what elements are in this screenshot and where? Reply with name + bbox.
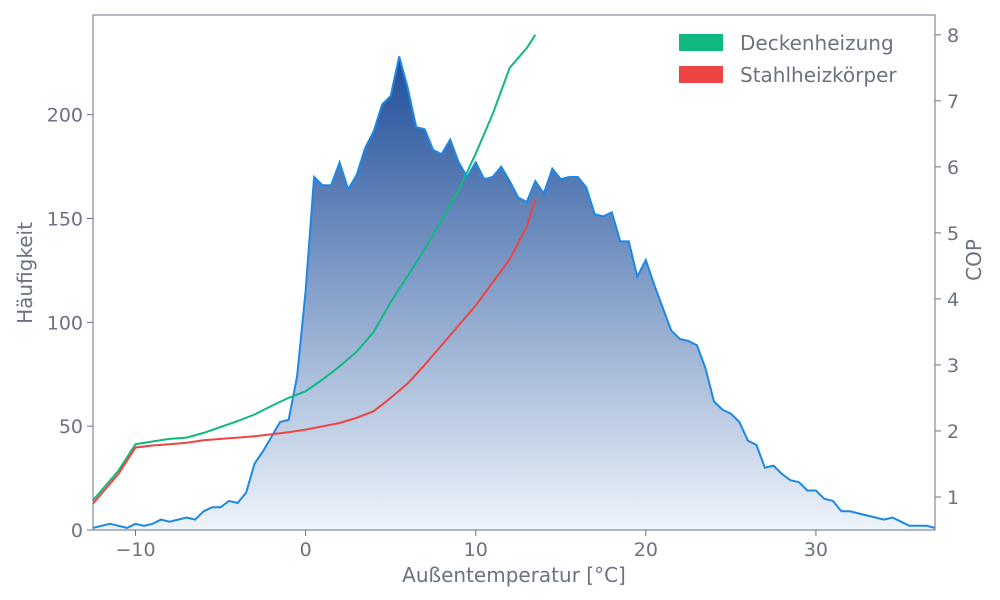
y-right-tick-label: 3 — [947, 355, 959, 377]
x-axis-ticks: −10 0 10 20 30 — [115, 530, 828, 561]
plot-frame — [92, 14, 936, 531]
plot-area — [93, 34, 935, 530]
y-right-tick-label: 6 — [947, 157, 959, 179]
y-left-tick-label: 100 — [47, 312, 83, 334]
deckenheizung-line — [93, 34, 537, 501]
x-axis-title: Außentemperatur [°C] — [402, 563, 626, 587]
y-right-tick-label: 8 — [947, 25, 959, 47]
x-tick-label: −10 — [115, 539, 155, 561]
y-right-axis-title: COP — [962, 239, 986, 281]
y-right-tick-label: 2 — [947, 421, 959, 443]
stahlheizkoerper-line — [93, 199, 537, 505]
y-left-tick-label: 150 — [47, 209, 83, 231]
x-tick-label: 0 — [300, 539, 312, 561]
y-left-tick-label: 0 — [71, 520, 83, 542]
legend-label-stahlheizkoerper: Stahlheizkörper — [740, 63, 897, 87]
x-tick-label: 30 — [804, 539, 828, 561]
legend-swatch-deckenheizung — [679, 34, 723, 51]
legend-label-deckenheizung: Deckenheizung — [740, 31, 894, 55]
frequency-area — [93, 56, 935, 530]
y-left-axis-ticks: 0 50 100 150 200 — [47, 105, 93, 542]
y-left-axis-title: Häufigkeit — [13, 222, 37, 324]
y-right-tick-label: 4 — [947, 289, 959, 311]
y-right-tick-label: 1 — [947, 487, 959, 509]
frequency-line — [93, 56, 935, 529]
x-tick-label: 10 — [464, 539, 488, 561]
legend: Deckenheizung Stahlheizkörper — [679, 31, 897, 87]
y-left-tick-label: 200 — [47, 105, 83, 127]
x-tick-label: 20 — [634, 539, 658, 561]
legend-swatch-stahlheizkoerper — [679, 66, 723, 83]
y-right-axis-ticks: 1 2 3 4 5 6 7 8 — [935, 25, 959, 509]
y-left-tick-label: 50 — [59, 416, 83, 438]
y-right-tick-label: 7 — [947, 91, 959, 113]
y-right-tick-label: 5 — [947, 223, 959, 245]
